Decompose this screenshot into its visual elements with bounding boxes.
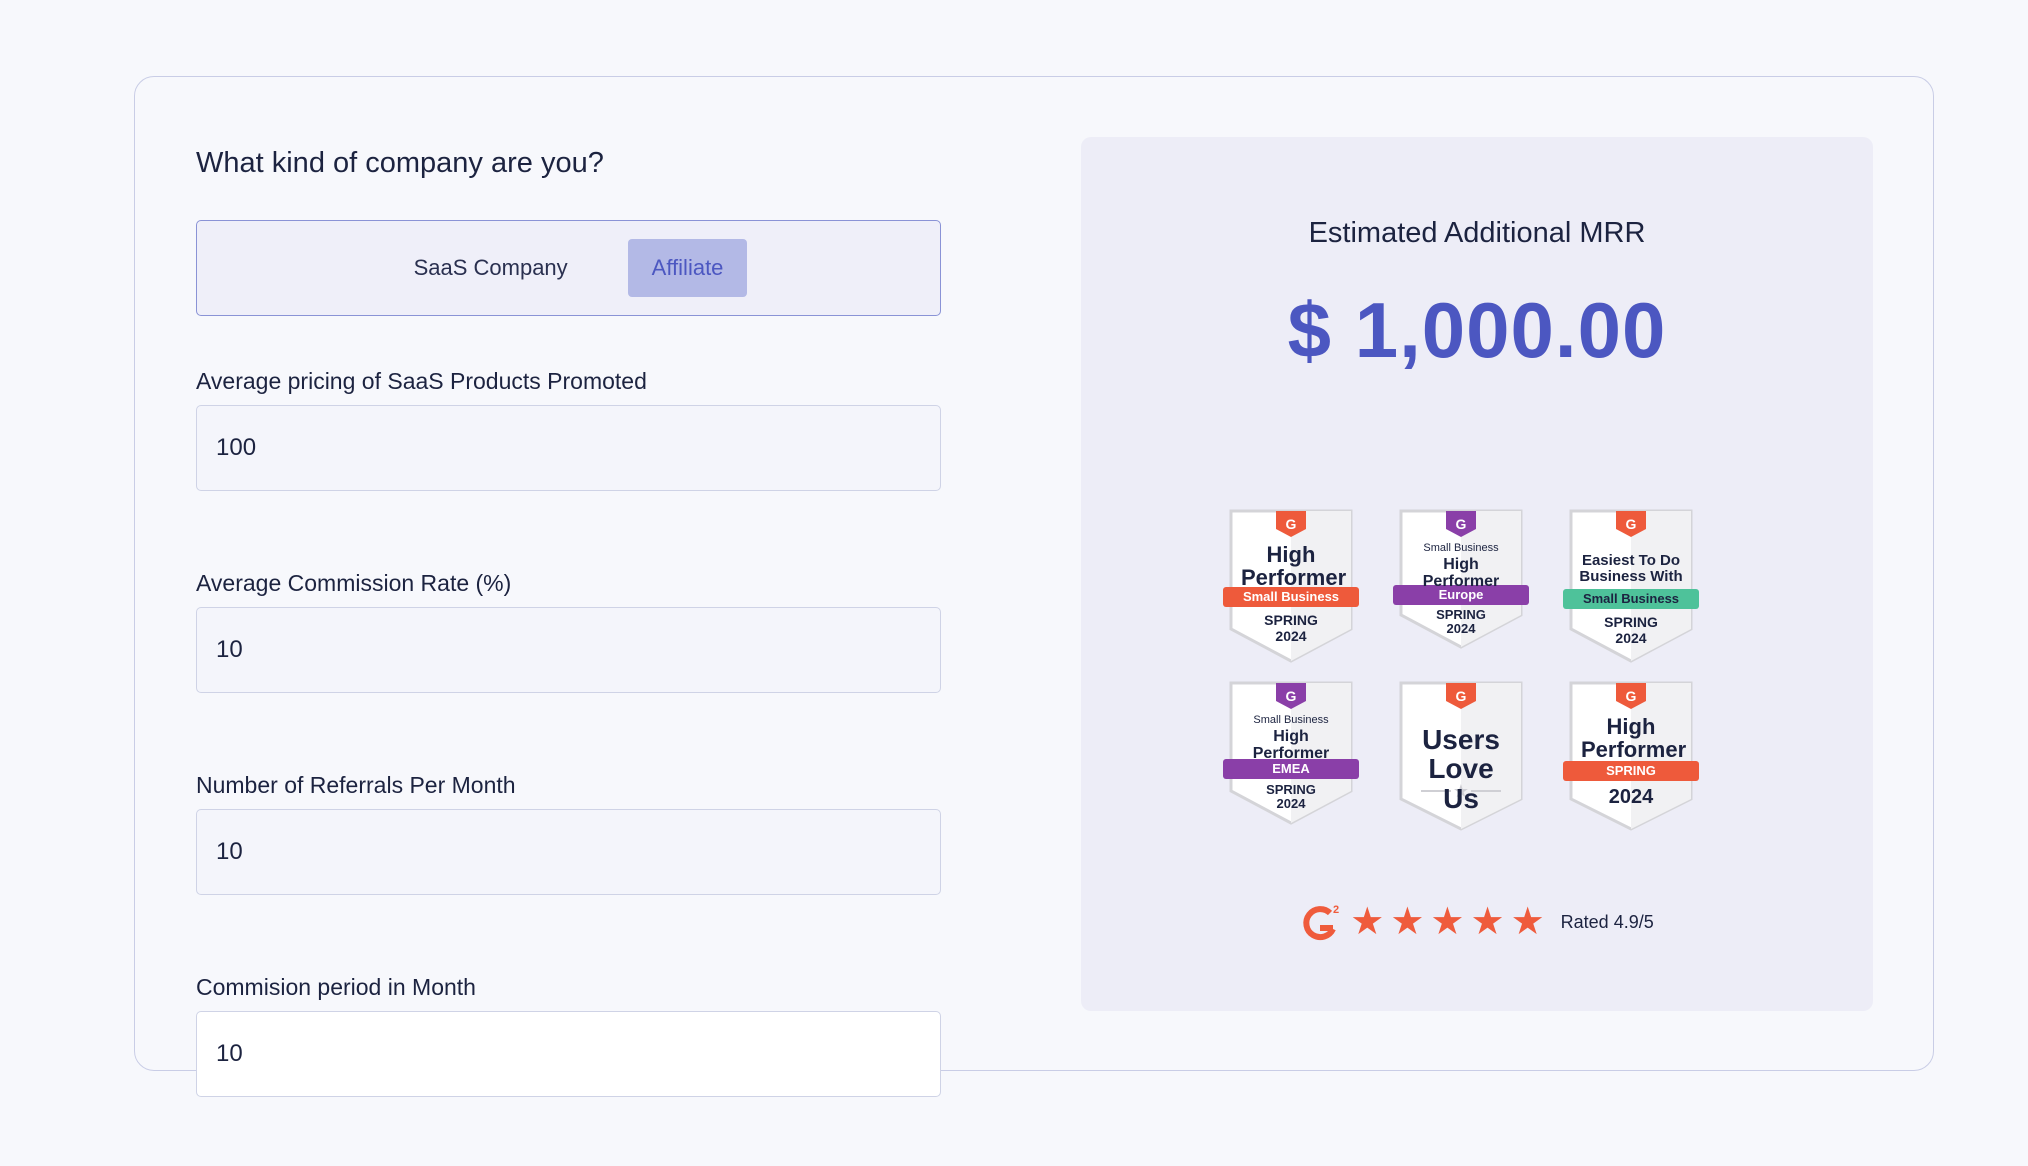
badge-ribbon: Small Business bbox=[1242, 589, 1340, 604]
badge-year: 2024 bbox=[1275, 628, 1307, 644]
badge-ribbon: Europe bbox=[1438, 587, 1484, 602]
badge-title: High Performer bbox=[1241, 542, 1347, 591]
saas-company-option[interactable]: SaaS Company bbox=[413, 255, 568, 280]
commission-period-input[interactable] bbox=[196, 1011, 941, 1097]
result-panel: Estimated Additional MRR $ 1,000.00 G Hi… bbox=[1081, 137, 1873, 1011]
svg-text:G: G bbox=[1626, 688, 1637, 704]
badge-season: SPRING bbox=[1266, 782, 1316, 797]
shield-icon: G bbox=[1393, 509, 1529, 649]
commission-rate-input[interactable] bbox=[196, 607, 941, 693]
g2-badge-high-performer-spring: G High Performer SPRING 2024 bbox=[1561, 679, 1701, 837]
svg-text:G: G bbox=[1456, 688, 1467, 704]
shield-icon: G ★ bbox=[1399, 681, 1523, 831]
star-icon: ★ bbox=[1390, 901, 1425, 943]
badge-year: 2024 bbox=[1276, 796, 1306, 811]
badge-title: High Performer bbox=[1422, 556, 1500, 590]
star-icon: ★ bbox=[1430, 901, 1465, 943]
badge-season: SPRING bbox=[1264, 612, 1318, 628]
badge-title: High Performer bbox=[1252, 728, 1330, 762]
badge-year: 2024 bbox=[1446, 621, 1476, 636]
g2-rating: 2 ★ ★ ★ ★ ★ Rated 4.9/5 bbox=[1081, 902, 1873, 942]
shield-icon: G bbox=[1563, 509, 1699, 663]
g2-badge-easiest-to-do-business-with: G Easiest To Do Business With Small Busi… bbox=[1561, 507, 1701, 665]
badge-ribbon: Small Business bbox=[1582, 591, 1680, 606]
referrals-per-month-input[interactable] bbox=[196, 809, 941, 895]
badge-top: Small Business bbox=[1253, 714, 1329, 726]
badge-title: High Performer bbox=[1581, 714, 1687, 763]
commission-period-label: Commision period in Month bbox=[196, 974, 476, 1000]
badge-title: Easiest To Do Business With bbox=[1579, 552, 1683, 585]
badge-season: SPRING bbox=[1604, 614, 1658, 630]
badge-year: 2024 bbox=[1608, 786, 1654, 808]
average-pricing-label: Average pricing of SaaS Products Promote… bbox=[196, 368, 647, 394]
shield-icon: G bbox=[1563, 681, 1699, 831]
calculator-card: What kind of company are you? SaaS Compa… bbox=[134, 76, 1934, 1097]
company-type-question: What kind of company are you? bbox=[196, 147, 604, 179]
commission-rate-label: Average Commission Rate (%) bbox=[196, 570, 512, 596]
referrals-per-month-label: Number of Referrals Per Month bbox=[196, 772, 516, 798]
svg-text:G: G bbox=[1286, 688, 1297, 704]
star-icon: ★ bbox=[1510, 901, 1545, 943]
badge-season: SPRING bbox=[1436, 607, 1486, 622]
svg-text:G: G bbox=[1626, 516, 1637, 532]
calculator-form: What kind of company are you? SaaS Compa… bbox=[196, 137, 941, 1097]
g2-badge-high-performer-emea: G Small Business High Performer EMEA SPR… bbox=[1221, 679, 1361, 837]
badge-year: 2024 bbox=[1615, 630, 1647, 646]
badge-title: Users Love Us bbox=[1422, 724, 1500, 814]
shield-icon: G bbox=[1223, 509, 1359, 663]
g2-badge-high-performer-europe: G Small Business High Performer Europe S… bbox=[1391, 507, 1531, 665]
mrr-value: $ 1,000.00 bbox=[1287, 286, 1667, 374]
average-pricing-input[interactable] bbox=[196, 405, 941, 491]
badge-ribbon: SPRING bbox=[1606, 763, 1656, 778]
shield-icon: G bbox=[1223, 681, 1359, 825]
g2-logo-icon: 2 bbox=[1303, 904, 1339, 941]
star-icon: ★ bbox=[1350, 901, 1385, 943]
svg-text:G: G bbox=[1286, 516, 1297, 532]
svg-text:★: ★ bbox=[1453, 781, 1469, 802]
rating-text: Rated 4.9/5 bbox=[1560, 911, 1654, 932]
company-type-toggle: SaaS Company Affiliate bbox=[196, 220, 941, 316]
star-icon: ★ bbox=[1470, 901, 1505, 943]
affiliate-option[interactable]: Affiliate bbox=[627, 239, 748, 297]
mrr-label: Estimated Additional MRR bbox=[1308, 217, 1646, 249]
g2-badge-high-performer-small-business: G High Performer Small Business SPRING 2… bbox=[1221, 507, 1361, 665]
badge-top: Small Business bbox=[1423, 542, 1499, 554]
svg-text:G: G bbox=[1456, 516, 1467, 532]
badge-ribbon: EMEA bbox=[1272, 761, 1310, 776]
g2-badge-users-love-us: G ★ Users Love Us bbox=[1391, 679, 1531, 837]
svg-text:2: 2 bbox=[1333, 904, 1339, 916]
